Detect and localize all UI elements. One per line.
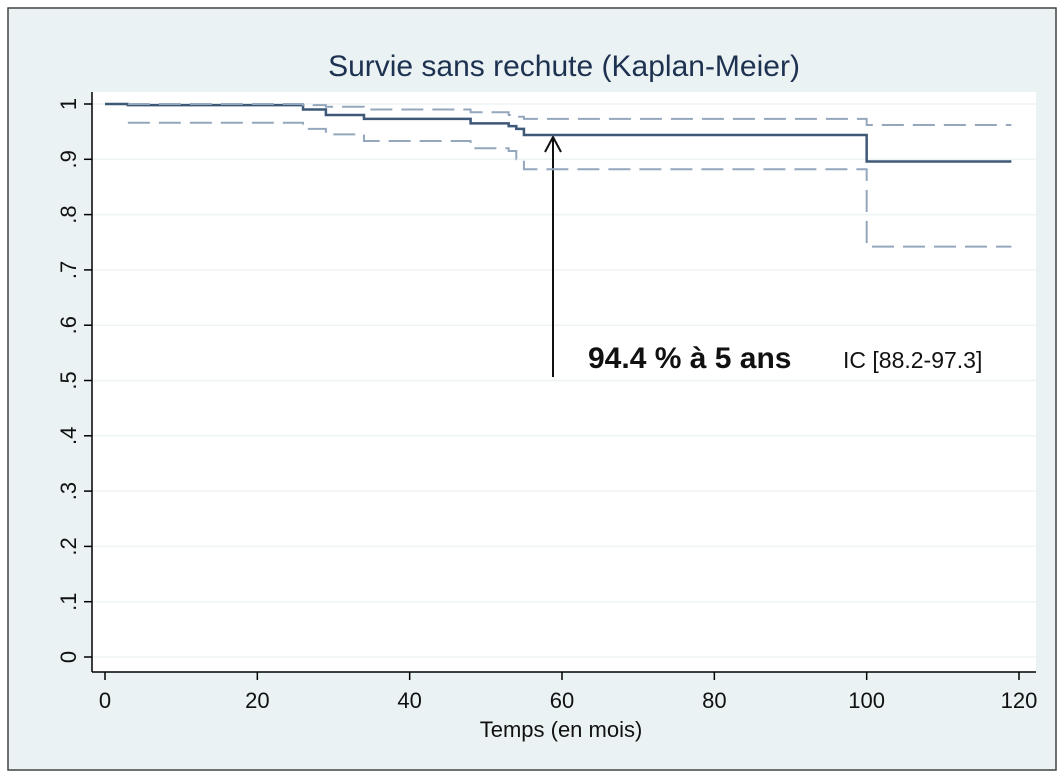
y-tick-label: .8 bbox=[56, 205, 81, 223]
y-tick-label: .4 bbox=[56, 427, 81, 445]
y-tick-label: .5 bbox=[56, 371, 81, 389]
y-tick-label: .7 bbox=[56, 261, 81, 279]
x-tick-label: 0 bbox=[99, 688, 111, 713]
x-tick-label: 60 bbox=[550, 688, 574, 713]
x-tick-label: 80 bbox=[702, 688, 726, 713]
survival-line bbox=[127, 103, 1012, 127]
x-tick-label: 100 bbox=[848, 688, 885, 713]
x-axis-label: Temps (en mois) bbox=[480, 717, 643, 742]
plot-region bbox=[92, 92, 1036, 672]
y-tick-label: .6 bbox=[56, 316, 81, 334]
y-tick-label: 0 bbox=[56, 651, 81, 663]
survival-line bbox=[127, 121, 1012, 248]
x-tick-label: 120 bbox=[1001, 688, 1038, 713]
annotation-ci: IC [88.2-97.3] bbox=[843, 347, 982, 373]
annotation: 94.4 % à 5 ans bbox=[588, 342, 791, 375]
y-tick-label: 1 bbox=[56, 98, 81, 110]
survival-line bbox=[105, 102, 1012, 163]
x-tick-label: 40 bbox=[397, 688, 421, 713]
arrow-head bbox=[544, 134, 562, 153]
x-tick-label: 20 bbox=[245, 688, 269, 713]
y-tick-label: .9 bbox=[56, 150, 81, 168]
chart-title: Survie sans rechute (Kaplan-Meier) bbox=[328, 50, 800, 83]
y-tick-label: .1 bbox=[56, 593, 81, 611]
y-tick-label: .2 bbox=[56, 537, 81, 555]
y-tick-label: .3 bbox=[56, 482, 81, 500]
